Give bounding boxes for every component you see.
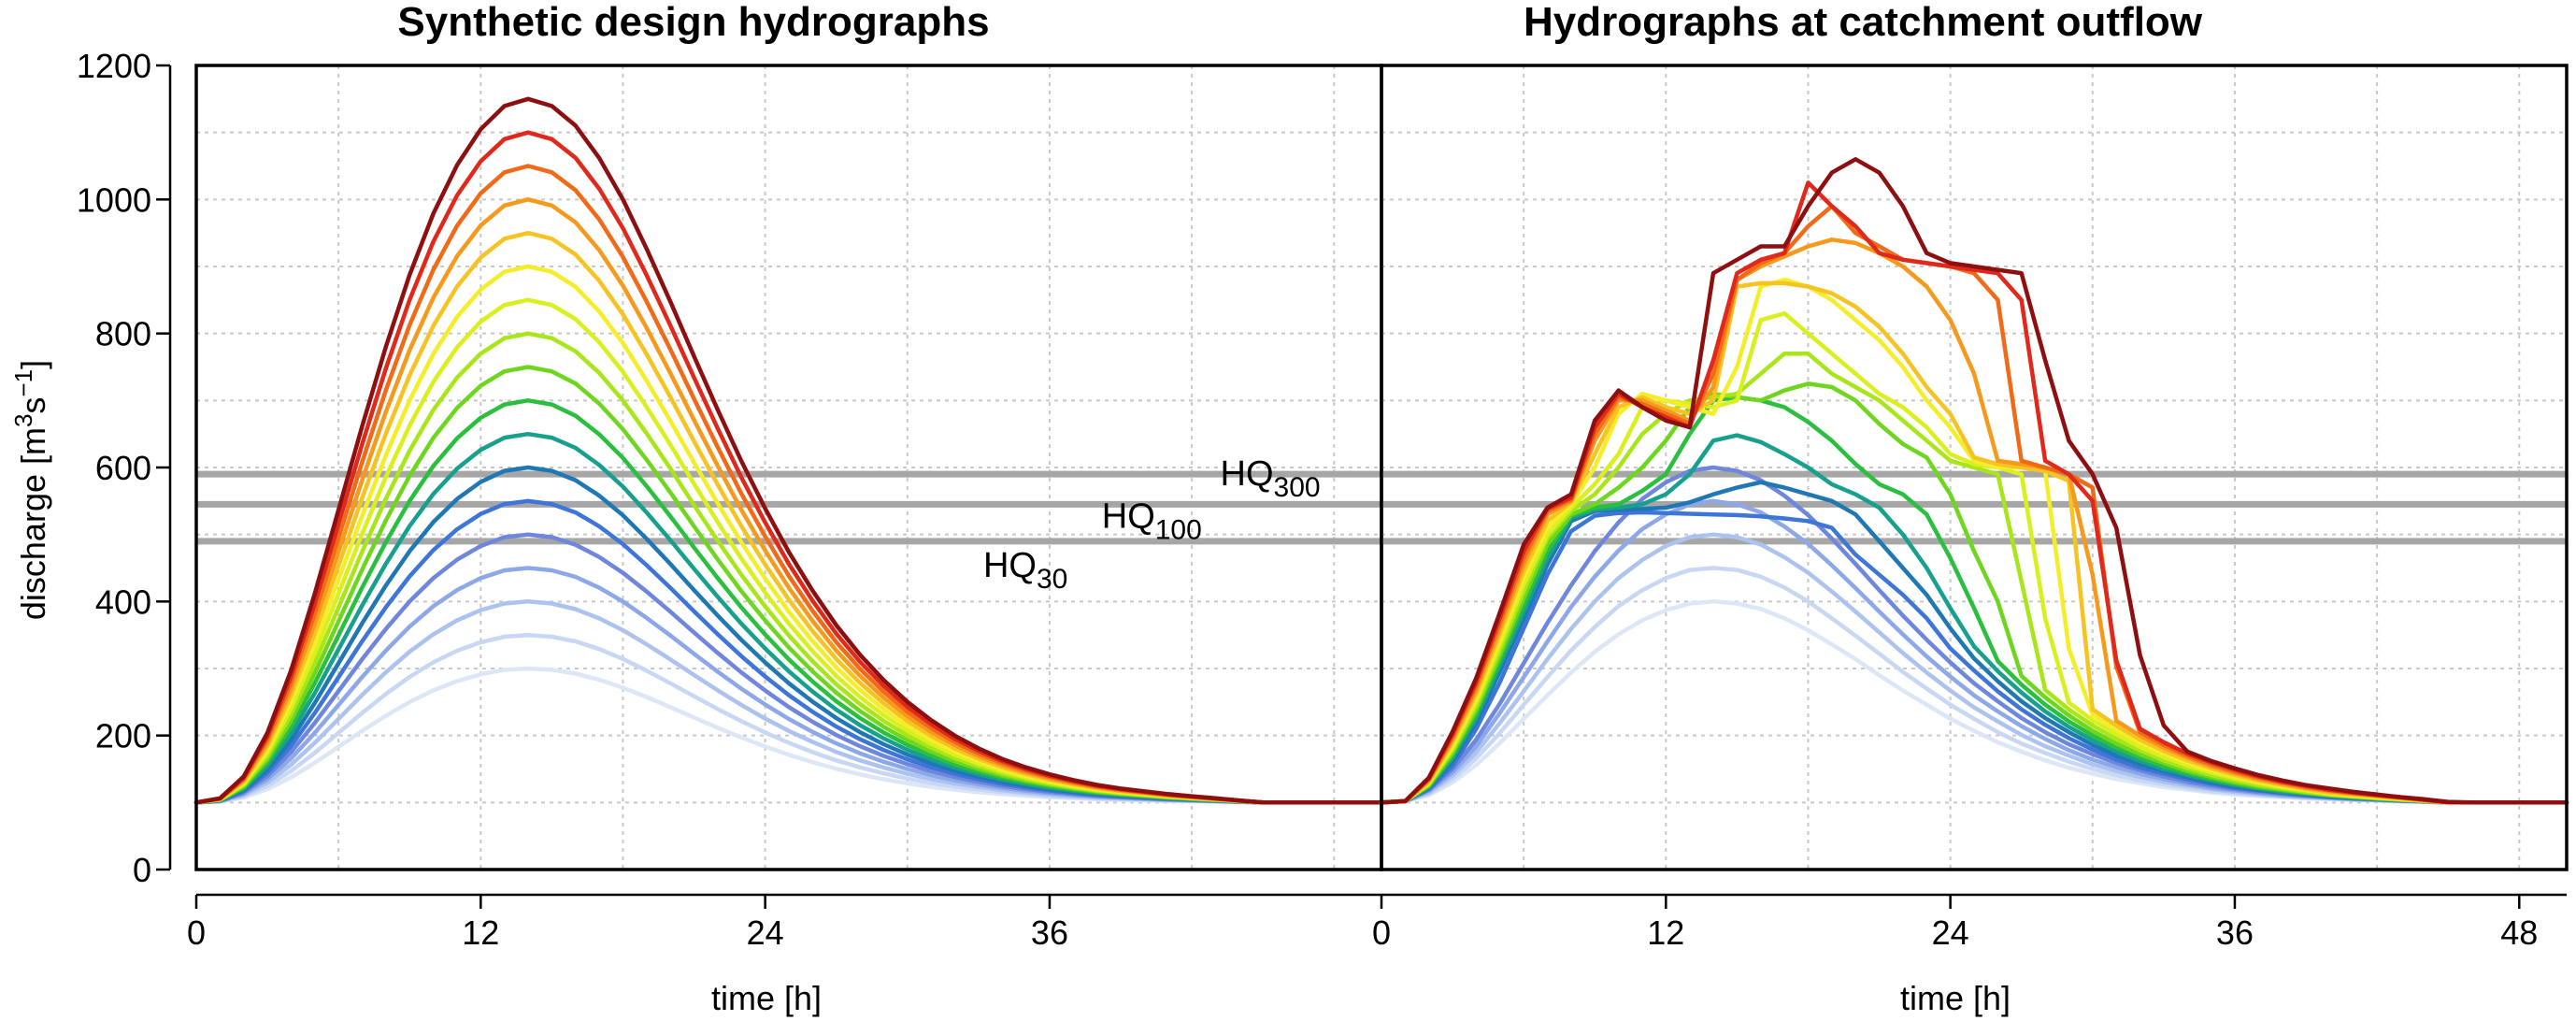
hydrograph-series-8: [1379, 433, 2569, 805]
y-tick-label: 0: [133, 851, 151, 889]
hq30-label: HQ30: [983, 546, 1067, 595]
y-tick-label: 400: [95, 582, 151, 621]
x-tick-label: 12: [1647, 913, 1684, 952]
x-tick-label: 24: [1932, 913, 1969, 952]
y-tick-label: 800: [95, 315, 151, 353]
hydrograph-series-1: [1379, 599, 2569, 805]
left-panel-title: Synthetic design hydrographs: [397, 0, 989, 45]
x-tick-label: 0: [1372, 913, 1391, 952]
hq-label-subscript: 100: [1155, 514, 1202, 545]
hq300-label: HQ300: [1221, 454, 1321, 503]
hq-label-text: HQ: [983, 546, 1037, 585]
x-tick-label: 12: [462, 913, 499, 952]
hydrograph-series-10: [1379, 381, 2569, 805]
y-tick-label: 1200: [77, 47, 151, 85]
hydrograph-series-18: [1379, 157, 2569, 805]
y-axis-label-sup2: −1: [9, 369, 37, 397]
right-x-axis-label: time [h]: [1900, 979, 2011, 1017]
y-axis-label: discharge [m3s−1]: [9, 360, 52, 620]
hq-label-subscript: 300: [1274, 472, 1321, 503]
hydrograph-series-18: [193, 96, 1384, 805]
x-tick-label: 36: [2216, 913, 2254, 952]
x-tick-label: 24: [747, 913, 784, 952]
hq100-label: HQ100: [1102, 496, 1202, 545]
hq-label-text: HQ: [1221, 454, 1274, 494]
right-panel: 0 12 24 36 48: [1372, 64, 2569, 952]
y-axis: 0 200 400 600 800 1000 1200: [77, 47, 172, 889]
y-axis-label-mid: s: [14, 397, 52, 414]
y-tick-label: 200: [95, 717, 151, 755]
hq-label-subscript: 30: [1037, 564, 1067, 595]
x-tick-label: 36: [1031, 913, 1068, 952]
hq-label-text: HQ: [1102, 496, 1155, 536]
y-axis-label-base: discharge [m: [14, 427, 52, 620]
plot-frame: [1380, 64, 2569, 871]
y-axis-label-end: ]: [14, 360, 52, 369]
x-tick-label: 48: [2500, 913, 2538, 952]
x-tick-label: 0: [187, 913, 206, 952]
y-axis-label-sup1: 3: [9, 414, 37, 427]
y-tick-label: 600: [95, 449, 151, 487]
y-tick-label: 1000: [77, 180, 151, 219]
right-panel-title: Hydrographs at catchment outflow: [1524, 0, 2203, 45]
left-x-axis-label: time [h]: [711, 979, 822, 1017]
